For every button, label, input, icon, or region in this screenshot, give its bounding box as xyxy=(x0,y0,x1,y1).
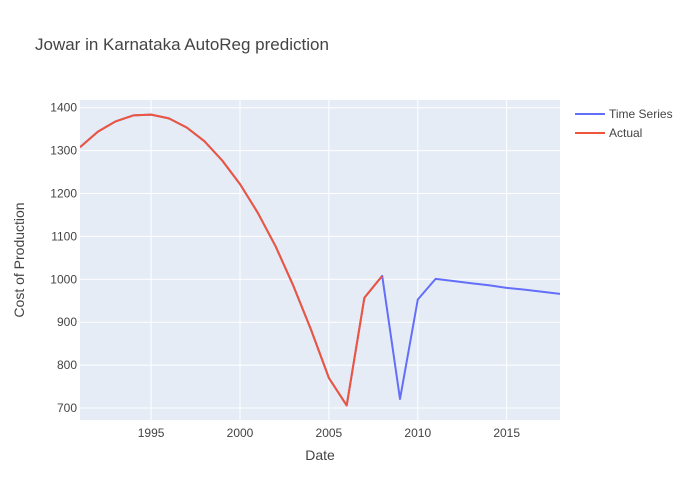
legend-item-time-series[interactable]: Time Series xyxy=(575,107,673,121)
x-tick-label: 2010 xyxy=(404,426,431,440)
legend-label: Actual xyxy=(609,126,642,140)
y-tick-label: 1200 xyxy=(50,187,77,201)
plot-area xyxy=(80,100,560,420)
y-tick-label: 1000 xyxy=(50,272,77,286)
series-layer xyxy=(80,113,560,407)
legend[interactable]: Time Series Actual xyxy=(575,107,673,140)
y-tick-label: 800 xyxy=(57,358,77,372)
y-tick-label: 900 xyxy=(57,315,77,329)
legend-label: Time Series xyxy=(609,107,673,121)
y-axis-title: Cost of Production xyxy=(11,202,27,317)
y-tick-label: 1100 xyxy=(51,229,77,243)
x-axis-title: Date xyxy=(305,447,335,463)
x-tick-label: 2015 xyxy=(493,426,520,440)
y-tick-label: 700 xyxy=(57,401,77,415)
chart-title: Jowar in Karnataka AutoReg prediction xyxy=(35,35,329,54)
legend-item-actual[interactable]: Actual xyxy=(575,126,642,140)
x-axis-ticks: 1995 2000 2005 2010 2015 xyxy=(138,426,521,440)
gridlines xyxy=(80,100,560,420)
y-tick-label: 1300 xyxy=(50,144,77,158)
y-axis-ticks: 700 800 900 1000 1100 1200 1300 1400 xyxy=(50,101,77,415)
x-tick-label: 1995 xyxy=(138,426,165,440)
series-line-actual xyxy=(80,113,383,407)
y-tick-label: 1400 xyxy=(50,101,77,115)
x-tick-label: 2005 xyxy=(316,426,343,440)
x-tick-label: 2000 xyxy=(227,426,254,440)
